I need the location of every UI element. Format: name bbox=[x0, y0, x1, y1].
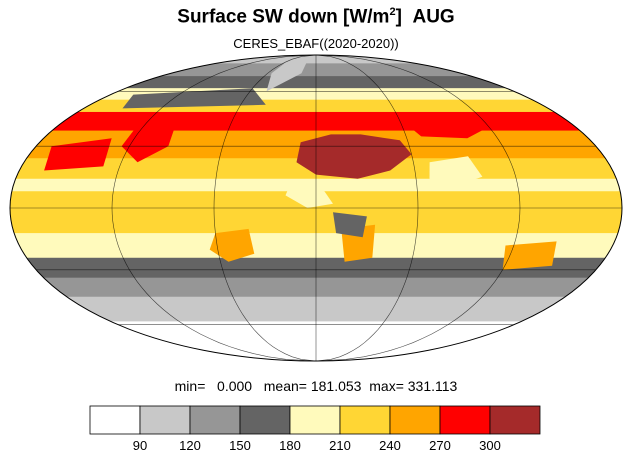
meridian-line bbox=[111, 54, 317, 362]
central-africa-cloud-region bbox=[333, 212, 367, 238]
colorbar-swatch bbox=[489, 405, 541, 435]
mean-label: mean= bbox=[263, 378, 307, 394]
colorbar-tick-label: 90 bbox=[133, 438, 147, 453]
australia-bright-region bbox=[502, 241, 557, 270]
graticule bbox=[10, 54, 622, 362]
colorbar-tick-label: 180 bbox=[279, 438, 301, 453]
title-month: AUG bbox=[412, 6, 455, 28]
title-superscript: 2 bbox=[389, 6, 396, 18]
colorbar-swatch bbox=[189, 405, 241, 435]
min-value: 0.000 bbox=[217, 378, 253, 394]
meridian-line bbox=[315, 54, 521, 362]
colorbar-tick-label: 240 bbox=[379, 438, 401, 453]
colorbar-tick-label: 300 bbox=[479, 438, 501, 453]
meridian-line bbox=[213, 54, 317, 362]
gulf-of-guinea-cloud-region bbox=[285, 182, 333, 208]
globe-outline bbox=[9, 54, 623, 362]
mean-value: 181.053 bbox=[310, 378, 362, 394]
colorbar-tick-label: 210 bbox=[329, 438, 351, 453]
min-label: min= bbox=[174, 378, 206, 394]
max-label: max= bbox=[369, 378, 404, 394]
central-asia-high-region bbox=[398, 112, 489, 139]
colorbar-swatch bbox=[439, 405, 491, 435]
title-text: Surface SW down [W/m bbox=[177, 6, 390, 28]
north-pacific-atlantic-cloud-region bbox=[122, 88, 266, 109]
statistics-line: min= 0.000 mean= 181.053 max= 331.113 bbox=[0, 378, 632, 394]
map-subtitle: CERES_EBAF((2020-2020)) bbox=[233, 36, 399, 51]
colorbar-swatch bbox=[389, 405, 441, 435]
colorbar-tick-label: 120 bbox=[179, 438, 201, 453]
sahara-maximum-region bbox=[296, 134, 412, 179]
colorbar-tick-label: 270 bbox=[429, 438, 451, 453]
colorbar-swatch bbox=[139, 405, 191, 435]
meridian-line bbox=[315, 54, 419, 362]
title-suffix: ] bbox=[395, 6, 402, 28]
max-value: 331.113 bbox=[407, 378, 458, 394]
greenland-region bbox=[266, 59, 309, 92]
colorbar-swatch bbox=[239, 405, 291, 435]
south-america-bright-region bbox=[209, 228, 255, 262]
colorbar-tick-label: 150 bbox=[229, 438, 251, 453]
colorbar-swatch bbox=[289, 405, 341, 435]
colorbar-swatch bbox=[89, 405, 141, 435]
north-america-high-region bbox=[121, 119, 178, 163]
map-title: Surface SW down [W/m2] AUG bbox=[0, 6, 632, 28]
monsoon-cloud-region bbox=[429, 156, 483, 188]
colorbar-swatch bbox=[339, 405, 391, 435]
